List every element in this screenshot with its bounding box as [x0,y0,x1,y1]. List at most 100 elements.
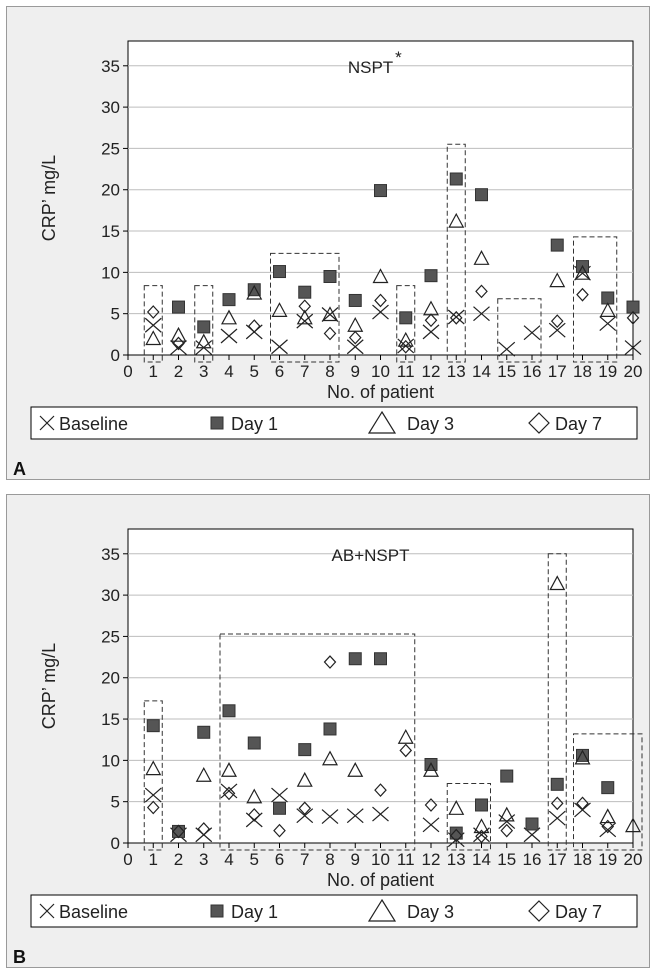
c1-legend [30,894,638,928]
c1-x-tick-label: 17 [548,850,567,869]
c0-x-tick-label: 8 [325,362,334,381]
chart-panel-b: 0 5 10 15 20 25 30 35 0 1 2 3 4 5 6 7 8 9 10 11 12 13 14 15 16 17… [6,494,650,968]
c0-data-point [599,316,617,332]
c0-y-axis-label: CRP’ mg/L [39,155,59,241]
c1-data-point [195,766,212,782]
c0-plot-area [127,40,634,356]
c1-data-point [321,750,339,766]
c1-data-point [220,762,238,777]
c0-chart-title-superscript: * [395,48,402,67]
c0-data-point [298,285,312,299]
c0-data-point [321,306,339,322]
c0-data-point [626,310,640,325]
c0-data-point [449,172,463,186]
c0-data-point [424,269,438,283]
c1-data-point [498,806,515,822]
c0-data-point [271,302,288,317]
c0-data-point [422,324,440,340]
c0-data-point [624,340,642,356]
c1-data-point [346,808,364,824]
c1-x-axis-label: No. of patient [327,870,434,890]
c0-data-point [626,300,640,314]
c0-data-point [170,326,187,342]
c0-x-tick-label: 13 [447,362,466,381]
c1-patient-group-box [547,553,567,851]
c0-data-point [372,304,389,320]
c0-y-tick-label: 0 [111,346,120,365]
c1-data-point [321,809,339,825]
c1-data-point [397,728,414,744]
c0-x-tick-label: 15 [497,362,516,381]
c0-x-tick-label: 6 [275,362,284,381]
c1-patient-group-box [143,700,163,851]
c1-y-tick-label: 30 [101,586,120,605]
c0-x-tick-label: 14 [472,362,491,381]
c0-data-point [323,326,337,341]
c0-data-point [473,250,490,265]
c0-x-tick-label: 0 [123,362,132,381]
c1-data-point [273,801,286,815]
c0-x-axis-label: No. of patient [327,382,434,402]
c1-y-axis-label: CRP’ mg/L [39,643,59,729]
c1-y-tick-label: 25 [101,627,120,646]
c0-x-tick-label: 19 [598,362,617,381]
c0-legend [30,406,638,440]
c1-y-tick-label: 0 [111,834,120,853]
c1-x-tick-label: 20 [624,850,643,869]
c0-x-tick-label: 20 [624,362,643,381]
c1-plot-area [127,528,634,844]
c1-chart-title: AB+NSPT [332,546,410,565]
c1-series-day-1 [146,652,615,840]
c1-data-point [473,818,490,834]
c0-data-point [576,287,589,302]
c1-data-point [220,783,238,799]
c0-data-point [172,336,185,351]
c1-data-point [525,817,539,831]
c1-data-point [574,749,591,765]
c1-data-point [449,826,463,840]
c1-data-point [601,819,615,834]
c0-data-point [549,272,566,288]
c0-panel-label: A [13,459,26,479]
c1-x-tick-label: 3 [199,850,208,869]
c1-y-tick-label: 35 [101,545,120,564]
c0-x-tick-label: 12 [422,362,441,381]
c0-legend-label: Day 1 [231,414,278,434]
c1-data-point [296,808,314,824]
c0-data-point [399,339,413,354]
c1-y-tick-label: 15 [101,710,120,729]
c0-data-point [195,333,212,349]
c0-data-point [448,212,465,228]
c1-legend-marker [39,903,55,919]
c1-x-tick-label: 19 [598,850,617,869]
c1-x-tick-label: 5 [250,850,259,869]
c1-data-point [448,800,465,815]
c0-data-point [246,284,263,300]
c1-x-tick-label: 16 [523,850,542,869]
c1-data-point [548,810,566,826]
c1-data-point [271,787,288,803]
c0-x-tick-label: 7 [300,362,309,381]
c0-series-day-3 [145,212,616,349]
c1-data-point [422,817,440,833]
c1-x-tick-label: 11 [397,850,415,869]
c1-data-point [475,829,488,844]
c1-data-point [298,743,312,757]
c1-x-tick-label: 6 [275,850,284,869]
c0-data-point [473,306,490,322]
c0-data-point [220,309,238,325]
c1-legend-label: Day 7 [555,902,602,922]
c1-data-point [624,817,642,833]
c0-data-point [222,293,236,307]
c1-x-tick-label: 13 [447,850,466,869]
c0-data-point [475,188,488,202]
c0-y-tick-label: 35 [101,57,120,76]
c0-legend-label: Baseline [59,414,128,434]
c0-legend-label: Day 3 [407,414,454,434]
c1-data-point [550,796,564,811]
c1-data-point [146,719,160,733]
c0-patient-group-box [143,285,163,363]
c1-data-point [146,800,160,815]
c1-x-tick-label: 1 [149,850,158,869]
c0-patient-group-box [194,285,214,363]
